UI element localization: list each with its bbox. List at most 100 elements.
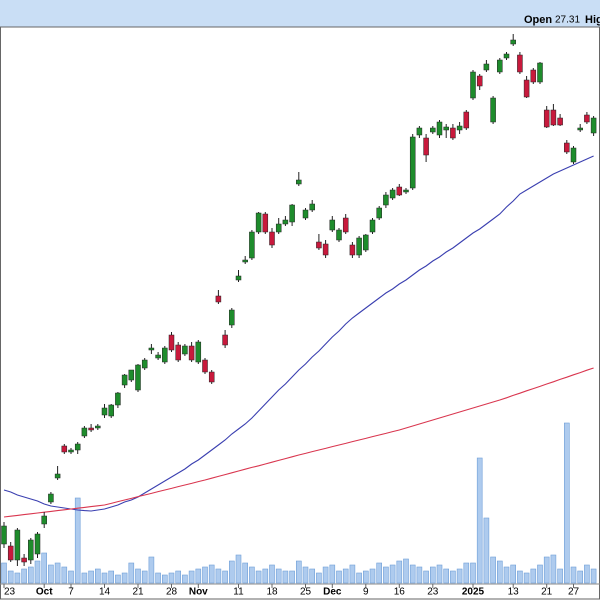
volume-bar — [396, 560, 403, 584]
volume-bar — [242, 562, 248, 584]
candle-body — [95, 425, 101, 429]
candle-body — [322, 243, 329, 256]
candle-body — [14, 529, 21, 561]
candle-body — [517, 54, 523, 73]
candle-body — [416, 127, 423, 136]
candle-body — [329, 219, 336, 231]
volume-bar — [235, 554, 242, 584]
candle-body — [450, 127, 456, 139]
volume-bar — [309, 568, 316, 584]
candle-body — [222, 334, 228, 346]
volume-bar — [21, 568, 27, 584]
volume-bar — [195, 568, 202, 584]
candle-body — [443, 126, 449, 131]
candle-body — [28, 539, 34, 561]
candle-body — [74, 443, 81, 451]
volume-bar — [563, 422, 570, 584]
volume-bar — [188, 570, 195, 584]
candle-body — [175, 344, 181, 361]
candle-body — [423, 137, 429, 156]
candle-body — [148, 347, 155, 351]
candle-body — [108, 404, 114, 417]
candle-body — [255, 212, 262, 233]
header-bar — [0, 0, 600, 27]
candle-body — [523, 79, 530, 98]
candle-body — [510, 39, 516, 45]
volume-bar — [356, 572, 362, 584]
candle-body — [577, 127, 583, 131]
candle-body — [396, 186, 403, 196]
candle-body — [249, 231, 255, 259]
volume-bar — [282, 570, 289, 584]
candle-body — [101, 407, 108, 416]
volume-bar — [262, 568, 269, 584]
candle-body — [269, 231, 275, 246]
candle-body — [135, 364, 141, 391]
candle-body — [1, 525, 7, 545]
volume-bar — [550, 554, 557, 584]
volume-bar — [275, 568, 282, 584]
volume-bar — [476, 457, 483, 584]
open-value: 27.31 — [555, 15, 580, 26]
volume-bar — [530, 568, 537, 584]
volume-bar — [68, 570, 74, 584]
x-tick-label: 21 — [132, 587, 144, 598]
x-tick-label: Dec — [323, 587, 342, 598]
volume-bar — [54, 562, 61, 584]
candle-body — [490, 97, 496, 123]
x-tick-label: 16 — [394, 587, 406, 598]
volume-bar — [383, 566, 389, 584]
volume-bar — [162, 574, 168, 584]
candle-body — [537, 62, 543, 83]
candle-body — [215, 295, 222, 303]
candle-body — [456, 125, 463, 131]
volume-bar — [34, 560, 41, 584]
candle-body — [41, 515, 47, 525]
candle-body — [403, 189, 409, 193]
volume-bar — [349, 564, 356, 584]
candle-body — [309, 203, 315, 211]
volume-bar — [155, 572, 161, 584]
x-tick-label: 2025 — [462, 587, 485, 598]
candle-body — [242, 259, 248, 263]
volume-bar — [590, 568, 597, 584]
volume-bar — [584, 564, 590, 584]
x-tick-label: Oct — [36, 587, 53, 598]
candle-body — [302, 209, 309, 219]
candle-body — [229, 309, 235, 326]
candle-body — [34, 533, 41, 555]
open-label: Open — [524, 14, 552, 26]
volume-bar — [229, 560, 235, 584]
volume-bar — [168, 572, 175, 584]
plot-border — [0, 26, 600, 600]
volume-bar — [182, 574, 188, 584]
candle-body — [168, 334, 175, 351]
candle-body — [88, 427, 94, 431]
candle-body — [543, 109, 550, 128]
candle-body — [208, 371, 215, 383]
volume-bar — [121, 572, 128, 584]
volume-bar — [376, 562, 383, 584]
moving-average-line — [3, 155, 594, 512]
volume-bar — [202, 566, 208, 584]
volume-bar — [429, 566, 436, 584]
candle-body — [282, 219, 289, 225]
volume-bar — [101, 572, 108, 584]
x-tick-label: 25 — [300, 587, 312, 598]
candle-body — [376, 207, 382, 219]
volume-bar — [456, 568, 463, 584]
x-tick-label: 9 — [363, 587, 369, 598]
volume-bar — [329, 564, 336, 584]
candle-body — [202, 359, 208, 373]
candle-body — [48, 493, 54, 503]
volume-bar — [316, 572, 322, 584]
candle-body — [342, 217, 349, 233]
candle-body — [369, 219, 376, 233]
volume-bar — [537, 564, 543, 584]
volume-bar — [557, 568, 563, 584]
volume-bar — [208, 564, 215, 584]
volume-bar — [74, 497, 81, 584]
volume-bar — [14, 572, 21, 584]
volume-bar — [342, 568, 349, 584]
candle-body — [262, 213, 269, 233]
